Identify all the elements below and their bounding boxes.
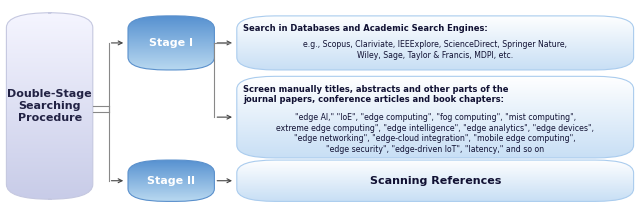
FancyBboxPatch shape <box>237 76 634 158</box>
Text: Screen manually titles, abstracts and other parts of the
journal papers, confere: Screen manually titles, abstracts and ot… <box>243 85 509 104</box>
FancyBboxPatch shape <box>128 160 214 201</box>
Text: Stage II: Stage II <box>147 176 195 186</box>
Text: Double-Stage
Searching
Procedure: Double-Stage Searching Procedure <box>7 89 92 123</box>
FancyBboxPatch shape <box>128 16 214 70</box>
FancyBboxPatch shape <box>237 16 634 70</box>
Text: "edge AI," "IoE", "edge computing", "fog computing", "mist computing",
extreme e: "edge AI," "IoE", "edge computing", "fog… <box>276 113 594 154</box>
Text: e.g., Scopus, Clariviate, IEEExplore, ScienceDirect, Springer Nature,
Wiley, Sag: e.g., Scopus, Clariviate, IEEExplore, Sc… <box>303 40 567 60</box>
Text: Scanning References: Scanning References <box>369 176 501 186</box>
FancyBboxPatch shape <box>237 160 634 201</box>
FancyBboxPatch shape <box>6 13 93 199</box>
Text: Stage I: Stage I <box>149 38 193 48</box>
Text: Search in Databases and Academic Search Engines:: Search in Databases and Academic Search … <box>243 24 488 33</box>
